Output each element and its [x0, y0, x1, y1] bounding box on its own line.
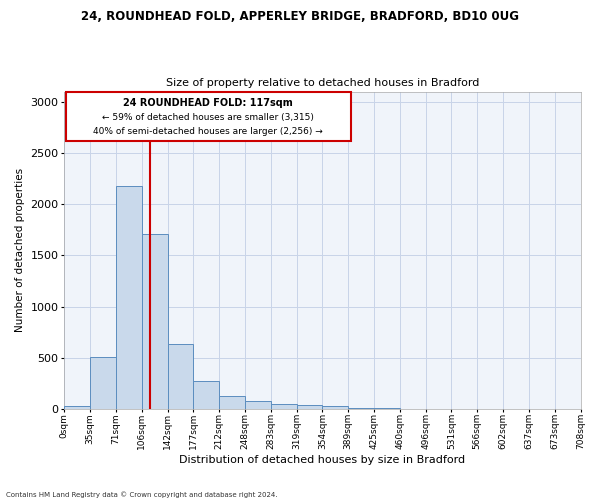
Bar	[193, 381, 219, 409]
Text: 24, ROUNDHEAD FOLD, APPERLEY BRIDGE, BRADFORD, BD10 0UG: 24, ROUNDHEAD FOLD, APPERLEY BRIDGE, BRA…	[81, 10, 519, 23]
X-axis label: Distribution of detached houses by size in Bradford: Distribution of detached houses by size …	[179, 455, 466, 465]
Bar	[116, 186, 142, 409]
Text: 24 ROUNDHEAD FOLD: 117sqm: 24 ROUNDHEAD FOLD: 117sqm	[124, 98, 293, 108]
Text: 40% of semi-detached houses are larger (2,256) →: 40% of semi-detached houses are larger (…	[94, 128, 323, 136]
Bar	[64, 406, 90, 409]
Bar	[374, 408, 400, 409]
Bar	[90, 356, 116, 409]
Bar	[297, 406, 322, 409]
Bar	[219, 396, 245, 409]
Y-axis label: Number of detached properties: Number of detached properties	[15, 168, 25, 332]
Bar	[271, 404, 297, 409]
Bar	[245, 400, 271, 409]
Bar	[168, 344, 193, 409]
Text: Contains HM Land Registry data © Crown copyright and database right 2024.: Contains HM Land Registry data © Crown c…	[6, 492, 277, 498]
Bar	[142, 234, 168, 409]
Bar	[322, 406, 348, 409]
Title: Size of property relative to detached houses in Bradford: Size of property relative to detached ho…	[166, 78, 479, 88]
Bar	[348, 408, 374, 409]
Bar	[65, 92, 351, 140]
Text: ← 59% of detached houses are smaller (3,315): ← 59% of detached houses are smaller (3,…	[103, 113, 314, 122]
